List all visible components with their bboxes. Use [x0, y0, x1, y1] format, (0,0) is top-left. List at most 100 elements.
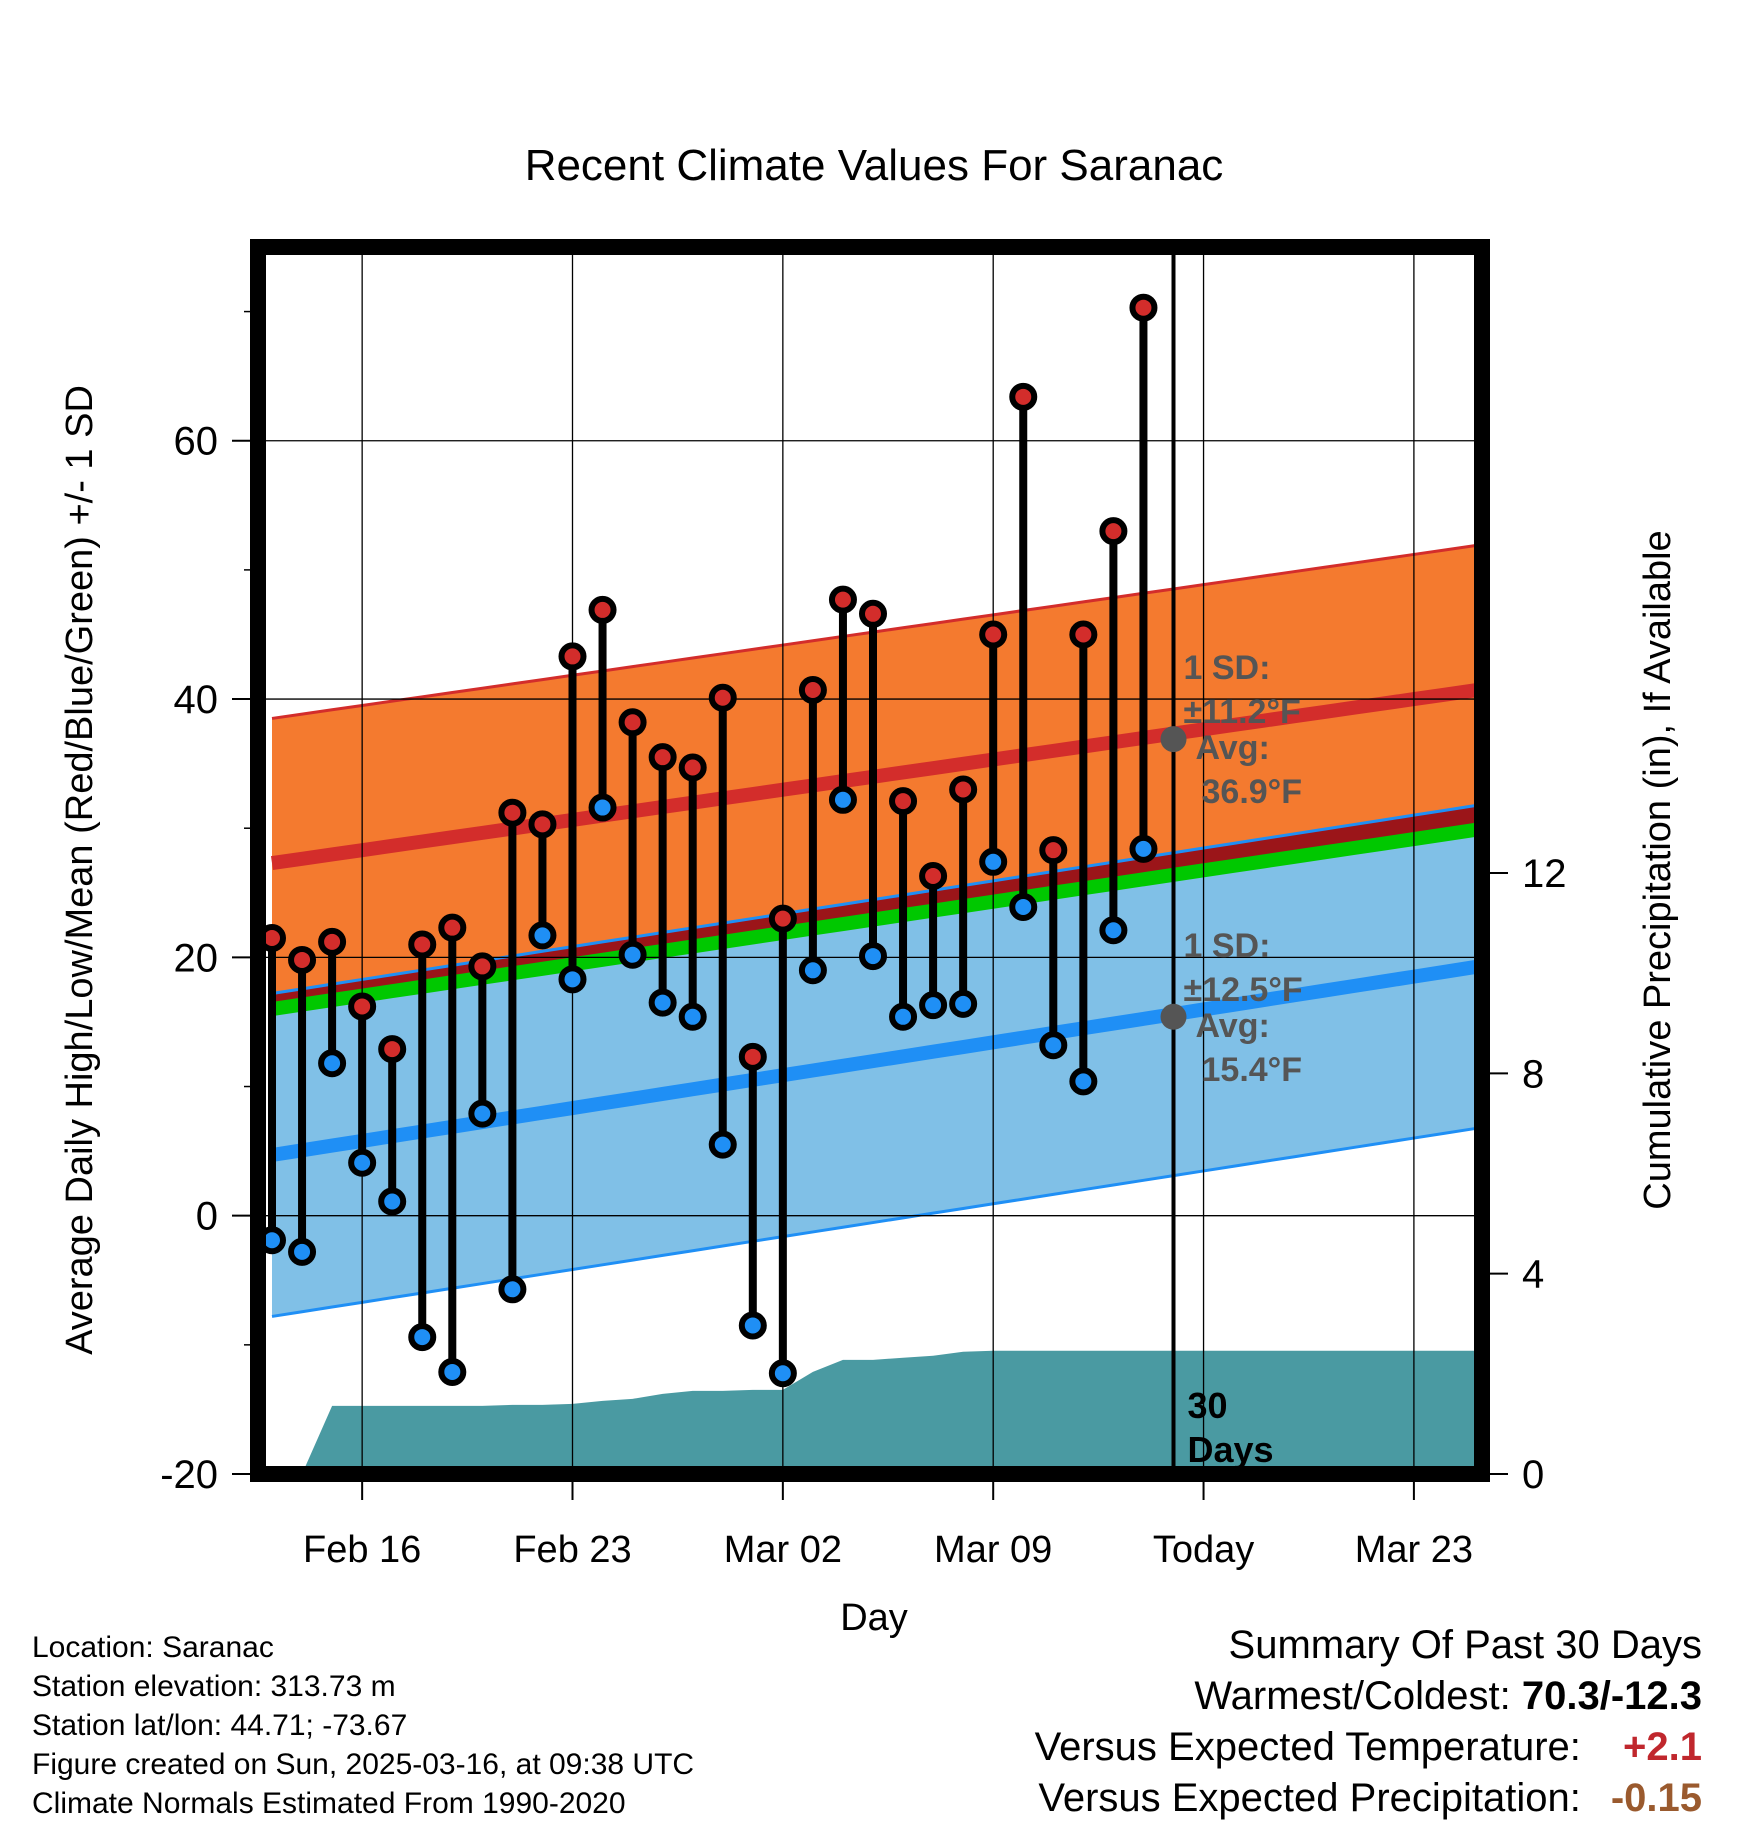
daily-high-point: [949, 775, 978, 804]
daily-low-point: [618, 940, 647, 969]
daily-high-point: [768, 904, 797, 933]
y2-tick-label: 0: [1522, 1453, 1544, 1497]
x-tick-label: Mar 23: [1355, 1529, 1473, 1571]
daily-low-point: [768, 1359, 797, 1388]
daily-low-point: [708, 1130, 737, 1159]
daily-high-point: [738, 1042, 767, 1071]
x-tick-label: Today: [1153, 1529, 1254, 1571]
daily-low-point: [678, 1002, 707, 1031]
elevation-text: Station elevation: 313.73 m: [32, 1670, 396, 1703]
daily-low-point: [798, 956, 827, 985]
daily-high-point: [1039, 836, 1068, 865]
daily-low-point: [1009, 892, 1038, 921]
daily-low-point: [438, 1357, 467, 1386]
low-lower-sd-line: [271, 1125, 1482, 1318]
daily-low-point: [1099, 916, 1128, 945]
daily-high-point: [1099, 517, 1128, 546]
high-normal-line: [271, 682, 1482, 871]
daily-low-point: [318, 1049, 347, 1078]
high-upper-sd-line: [271, 543, 1482, 720]
daily-low-point: [1129, 834, 1158, 863]
chart-title: Recent Climate Values For Saranac: [525, 141, 1224, 190]
daily-high-point: [438, 913, 467, 942]
precip-area: [272, 1350, 1482, 1474]
y2-axis-label: Cumulative Precipitation (in), If Availa…: [1637, 530, 1679, 1209]
x-tick-label: Mar 02: [724, 1529, 842, 1571]
summary-warm-cold-row: Warmest/Coldest: 70.3/-12.3: [1035, 1671, 1702, 1722]
warm-cold-value: 70.3/-12.3: [1521, 1674, 1702, 1718]
low-normal-annotation-text: 1 SD:: [1184, 927, 1271, 965]
y2-tick-label: 12: [1522, 852, 1567, 896]
daily-high-point: [588, 595, 617, 624]
y-tick-label: 60: [174, 420, 219, 464]
warm-cold-label: Warmest/Coldest:: [1194, 1674, 1511, 1718]
created-text: Figure created on Sun, 2025-03-16, at 09…: [32, 1748, 695, 1781]
daily-low-point: [859, 942, 887, 971]
low-normal-annotation-text: Avg:: [1196, 1007, 1270, 1045]
daily-high-point: [318, 927, 347, 956]
daily-low-point: [1069, 1067, 1098, 1096]
daily-high-point: [348, 992, 377, 1021]
days-label: Days: [1188, 1429, 1274, 1470]
daily-high-point: [558, 642, 587, 671]
daily-low-point: [378, 1187, 407, 1216]
daily-low-point: [558, 965, 587, 994]
daily-low-point: [498, 1275, 527, 1304]
daily-low-point: [889, 1002, 918, 1031]
days-label: 30: [1188, 1385, 1228, 1426]
daily-low-point: [348, 1148, 377, 1177]
summary-panel: Summary Of Past 30 Days Warmest/Coldest:…: [1035, 1620, 1702, 1824]
high-normal-annotation-avg-marker: [1160, 726, 1187, 753]
daily-high-point: [1129, 293, 1158, 322]
x-tick-label: Feb 23: [513, 1529, 631, 1571]
daily-low-point: [648, 988, 677, 1017]
temp-label: Versus Expected Temperature:: [1034, 1725, 1581, 1769]
daily-high-point: [859, 599, 887, 628]
daily-high-point: [378, 1035, 407, 1064]
x-tick-label: Mar 09: [934, 1529, 1052, 1571]
daily-high-point: [708, 683, 737, 712]
plot-frame: [250, 239, 1490, 1482]
daily-low-point: [408, 1323, 437, 1352]
daily-low-point: [288, 1237, 317, 1266]
x-axis-label: Day: [840, 1597, 908, 1639]
daily-high-point: [1069, 620, 1098, 649]
daily-high-point: [979, 620, 1008, 649]
daily-high-point: [288, 945, 317, 974]
daily-high-point: [828, 585, 857, 614]
location-text: Location: Saranac: [32, 1631, 274, 1664]
temp-value: +2.1: [1623, 1725, 1702, 1769]
y-tick-label: 20: [174, 936, 219, 980]
y2-tick-label: 8: [1522, 1052, 1544, 1096]
y-tick-label: 40: [174, 678, 219, 722]
latlon-text: Station lat/lon: 44.71; -73.67: [32, 1709, 408, 1742]
precip-value: -0.15: [1610, 1776, 1702, 1820]
high-normal-annotation-text: ±11.2°F: [1184, 693, 1301, 731]
daily-low-point: [468, 1099, 497, 1128]
daily-high-point: [408, 930, 437, 959]
daily-low-point: [738, 1311, 767, 1340]
y2-tick-label: 4: [1522, 1253, 1544, 1297]
normals-text: Climate Normals Estimated From 1990-2020: [32, 1787, 626, 1820]
summary-title: Summary Of Past 30 Days: [1228, 1623, 1702, 1667]
low-normal-annotation-text: 15.4°F: [1202, 1051, 1303, 1089]
daily-high-point: [919, 861, 948, 890]
daily-high-point: [468, 952, 497, 981]
daily-low-point: [588, 793, 617, 822]
precip-label: Versus Expected Precipitation:: [1038, 1776, 1581, 1820]
daily-low-point: [1039, 1031, 1068, 1060]
high-normal-annotation-text: 36.9°F: [1202, 773, 1303, 811]
daily-high-point: [1009, 382, 1038, 411]
daily-high-point: [648, 743, 677, 772]
y-tick-label: -20: [160, 1453, 218, 1497]
daily-high-point: [498, 798, 527, 827]
y-axis-label: Average Daily High/Low/Mean (Red/Blue/Gr…: [59, 385, 101, 1355]
daily-high-point: [678, 753, 707, 782]
low-normal-annotation-avg-marker: [1160, 1003, 1187, 1030]
station-info: Location: Saranac Station elevation: 313…: [32, 1628, 694, 1823]
high-normal-annotation-text: 1 SD:: [1184, 649, 1271, 687]
daily-high-point: [618, 708, 647, 737]
daily-high-point: [889, 787, 918, 816]
x-tick-label: Feb 16: [303, 1529, 421, 1571]
